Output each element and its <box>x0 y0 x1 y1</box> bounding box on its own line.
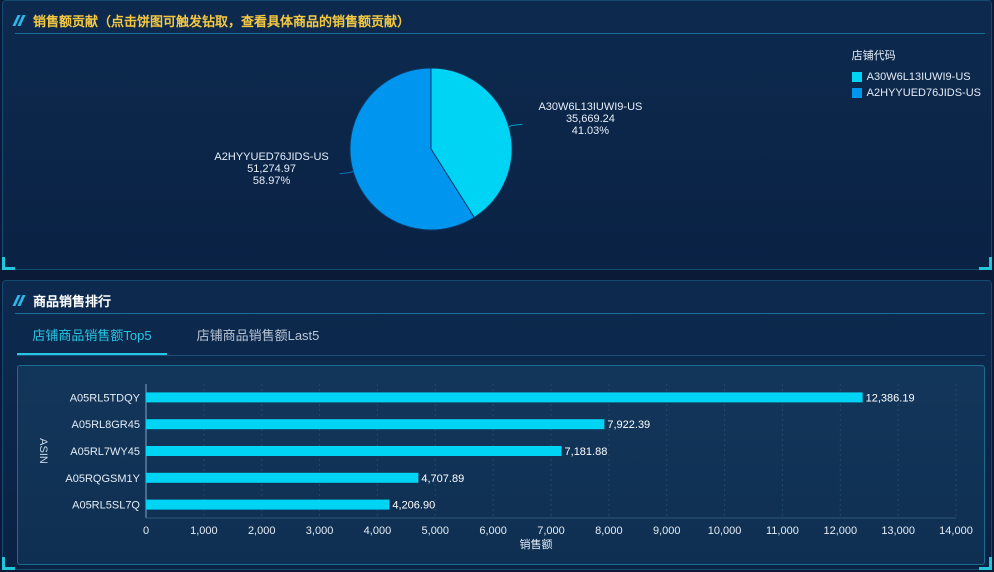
sales-contribution-panel: 销售额贡献（点击饼图可触发钻取，查看具体商品的销售额贡献） A30W6L13IU… <box>2 0 992 270</box>
x-tick-label: 12,000 <box>823 525 857 537</box>
panel-header: 商品销售排行 <box>12 287 985 314</box>
tab-last5[interactable]: 店铺商品销售额Last5 <box>196 328 320 343</box>
tab-bar: 店铺商品销售额Top5 店铺商品销售额Last5 <box>17 319 985 356</box>
legend-title: 店铺代码 <box>851 50 896 62</box>
bar-value-label: 7,181.88 <box>565 446 608 458</box>
legend: 店铺代码 A30W6L13IUWI9-US A2HYYUED76JIDS-US <box>851 47 981 101</box>
bar-chart-container: 0 1,000 2,000 3,000 4,000 5,000 6,000 7,000 8,00… <box>17 365 985 565</box>
bar[interactable] <box>146 419 605 430</box>
panel-header: 销售额贡献（点击饼图可触发钻取，查看具体商品的销售额贡献） <box>12 7 985 34</box>
x-tick-label: 10,000 <box>708 525 742 537</box>
pie-leader-line <box>508 123 523 127</box>
panel-title: 销售额贡献（点击饼图可触发钻取，查看具体商品的销售额贡献） <box>33 13 411 29</box>
bar[interactable] <box>146 472 419 483</box>
x-tick-label: 7,000 <box>537 525 565 537</box>
y-tick-label: A05RL7WY45 <box>70 446 140 458</box>
x-tick-label: 4,000 <box>364 525 392 537</box>
x-axis-title: 销售额 <box>520 537 553 551</box>
pie-label: A2HYYUED76JIDS-US <box>214 151 328 163</box>
bar-value-label: 4,206.90 <box>392 500 435 512</box>
bar[interactable] <box>146 499 390 510</box>
x-tick-label: 6,000 <box>479 525 507 537</box>
x-tick-label: 5,000 <box>422 525 450 537</box>
y-tick-label: A05RQGSM1Y <box>65 473 140 485</box>
legend-label: A2HYYUED76JIDS-US <box>866 87 981 99</box>
pie-percent-label: 58.97% <box>253 175 291 187</box>
corner-decoration <box>2 557 15 570</box>
legend-item[interactable]: A30W6L13IUWI9-US <box>851 69 981 85</box>
pie-percent-label: 41.03% <box>572 125 610 137</box>
x-tick-label: 3,000 <box>306 525 334 537</box>
legend-label: A30W6L13IUWI9-US <box>866 71 971 83</box>
pie-leader-line <box>339 171 354 175</box>
legend-swatch <box>851 72 862 82</box>
y-tick-label: A05RL8GR45 <box>72 419 141 431</box>
y-tick-label: A05RL5SL7Q <box>72 500 140 512</box>
pie-value-label: 51,274.97 <box>247 163 296 175</box>
double-slash-icon <box>12 294 26 306</box>
x-tick-label: 1,000 <box>190 525 218 537</box>
x-tick-label: 0 <box>143 525 149 537</box>
legend-item[interactable]: A2HYYUED76JIDS-US <box>851 85 981 101</box>
x-tick-label: 11,000 <box>766 525 799 537</box>
y-tick-label: A05RL5TDQY <box>70 392 141 404</box>
product-ranking-panel: 商品销售排行 店铺商品销售额Top5 店铺商品销售额Last5 0 1,000 2,… <box>2 280 992 570</box>
corner-decoration <box>2 257 15 270</box>
corner-decoration <box>979 257 992 270</box>
x-tick-label: 14,000 <box>939 525 973 537</box>
x-tick-label: 2,000 <box>248 525 276 537</box>
x-tick-label: 9,000 <box>653 525 681 537</box>
bar-value-label: 4,707.89 <box>421 473 464 485</box>
double-slash-icon <box>12 14 26 26</box>
bar-value-label: 7,922.39 <box>607 419 650 431</box>
legend-swatch <box>851 88 862 98</box>
y-axis-title: ASIN <box>37 438 49 464</box>
panel-title: 商品销售排行 <box>33 293 112 309</box>
pie-slice[interactable] <box>349 67 475 231</box>
pie-label: A30W6L13IUWI9-US <box>538 101 642 113</box>
bar[interactable] <box>146 392 863 403</box>
pie-value-label: 35,669.24 <box>566 113 615 125</box>
bar-chart: 0 1,000 2,000 3,000 4,000 5,000 6,000 7,000 8,00… <box>37 384 973 551</box>
bar[interactable] <box>146 446 562 456</box>
bar-value-label: 12,386.19 <box>866 392 915 404</box>
tab-top5[interactable]: 店铺商品销售额Top5 <box>17 319 167 355</box>
corner-decoration <box>979 557 992 570</box>
x-tick-label: 13,000 <box>881 525 915 537</box>
x-tick-label: 8,000 <box>595 525 623 537</box>
